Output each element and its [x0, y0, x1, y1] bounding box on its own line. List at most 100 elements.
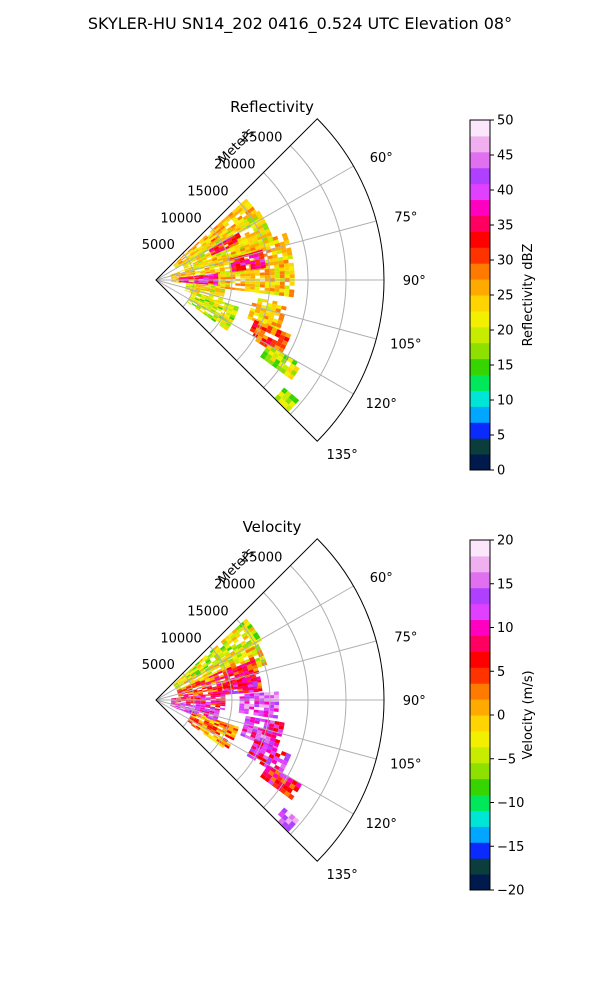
echo-cell [190, 714, 196, 718]
echo-cell [229, 304, 235, 308]
echo-cell [282, 252, 288, 257]
echo-cell [276, 304, 282, 310]
echo-cell [188, 299, 193, 303]
echo-cell [251, 648, 257, 654]
echo-cell [178, 261, 184, 265]
echo-cell [176, 276, 181, 278]
echo-cell [225, 312, 232, 317]
echo-cell [203, 721, 209, 726]
echo-cell [176, 698, 182, 699]
echo-cell [276, 775, 283, 782]
echo-cell [279, 281, 285, 286]
echo-cell [229, 736, 235, 741]
echo-cell [288, 293, 294, 298]
echo-cell [195, 701, 201, 703]
echo-cell [193, 252, 199, 256]
echo-cell [238, 669, 244, 674]
echo-cell [183, 710, 189, 714]
echo-cell [239, 259, 246, 264]
echo-cell [272, 727, 279, 733]
echo-cell [183, 278, 189, 280]
echo-cell [242, 635, 249, 641]
echo-cell [270, 767, 277, 773]
echo-cell [195, 241, 200, 246]
echo-cell [178, 260, 183, 264]
echo-cell [209, 269, 215, 272]
echo-cell [217, 317, 223, 322]
echo-cell [286, 787, 293, 794]
echo-cell [252, 651, 259, 657]
echo-cell [214, 238, 220, 243]
echo-cell [279, 334, 286, 340]
echo-cell [185, 703, 191, 706]
azimuth-spoke [155, 585, 354, 701]
echo-cell [215, 700, 221, 703]
echo-cell [234, 232, 240, 237]
echo-cell [206, 726, 212, 731]
echo-cell [175, 265, 180, 269]
echo-cell [264, 776, 271, 783]
echo-cell [273, 755, 280, 762]
echo-cell [215, 249, 221, 254]
echo-cell [204, 667, 210, 671]
echo-cell [196, 294, 202, 298]
echo-cell [203, 301, 209, 306]
echo-cell [263, 707, 269, 712]
echo-cell [210, 729, 216, 733]
echo-cell [278, 260, 284, 265]
echo-cell [215, 719, 221, 723]
echo-cell [245, 715, 251, 720]
echo-cell [170, 702, 176, 704]
echo-cell [186, 283, 192, 285]
echo-cell [233, 691, 239, 694]
echo-region [260, 764, 303, 801]
echo-cell [231, 208, 238, 214]
echo-cell [220, 277, 226, 280]
echo-cell [186, 698, 191, 700]
echo-cell [205, 296, 211, 300]
echo-cell [248, 313, 254, 318]
echo-cell [231, 312, 237, 317]
echo-cell [195, 703, 201, 706]
colorbar-tick-label: 0 [497, 709, 505, 724]
echo-cell [195, 284, 201, 286]
echo-cell [274, 267, 280, 272]
echo-cell [213, 277, 219, 279]
echo-cell [272, 318, 279, 324]
echo-cell [189, 670, 194, 675]
echo-cell [232, 655, 238, 661]
echo-cell [184, 709, 190, 712]
echo-cell [188, 276, 194, 278]
echo-cell [234, 287, 240, 291]
echo-cell [191, 293, 196, 297]
echo-cell [189, 709, 195, 713]
echo-cell [249, 310, 255, 315]
echo-cell [251, 677, 258, 682]
radial-tick-label: 5000 [142, 238, 175, 253]
echo-cell [206, 245, 212, 250]
echo-cell [263, 710, 269, 715]
echo-cell [235, 633, 242, 639]
echo-cell [253, 253, 259, 258]
echo-cell [287, 793, 295, 801]
echo-cell [210, 679, 216, 683]
echo-cell [225, 270, 231, 274]
echo-cell [267, 779, 275, 786]
echo-cell [187, 677, 193, 681]
echo-cell [220, 275, 226, 278]
echo-cell [190, 705, 196, 708]
echo-cell [207, 303, 214, 308]
echo-cell [180, 704, 186, 706]
echo-cell [176, 700, 182, 702]
echo-cell [226, 646, 233, 652]
echo-cell [236, 653, 243, 658]
echo-cell [258, 332, 265, 338]
echo-cell [198, 238, 204, 243]
echo-cell [205, 694, 211, 697]
echo-cell [270, 330, 277, 336]
echo-cell [244, 201, 251, 207]
colorbar-swatch [470, 135, 490, 153]
echo-cell [190, 255, 195, 260]
echo-cell [203, 676, 210, 680]
colorbar-swatch [470, 247, 490, 264]
